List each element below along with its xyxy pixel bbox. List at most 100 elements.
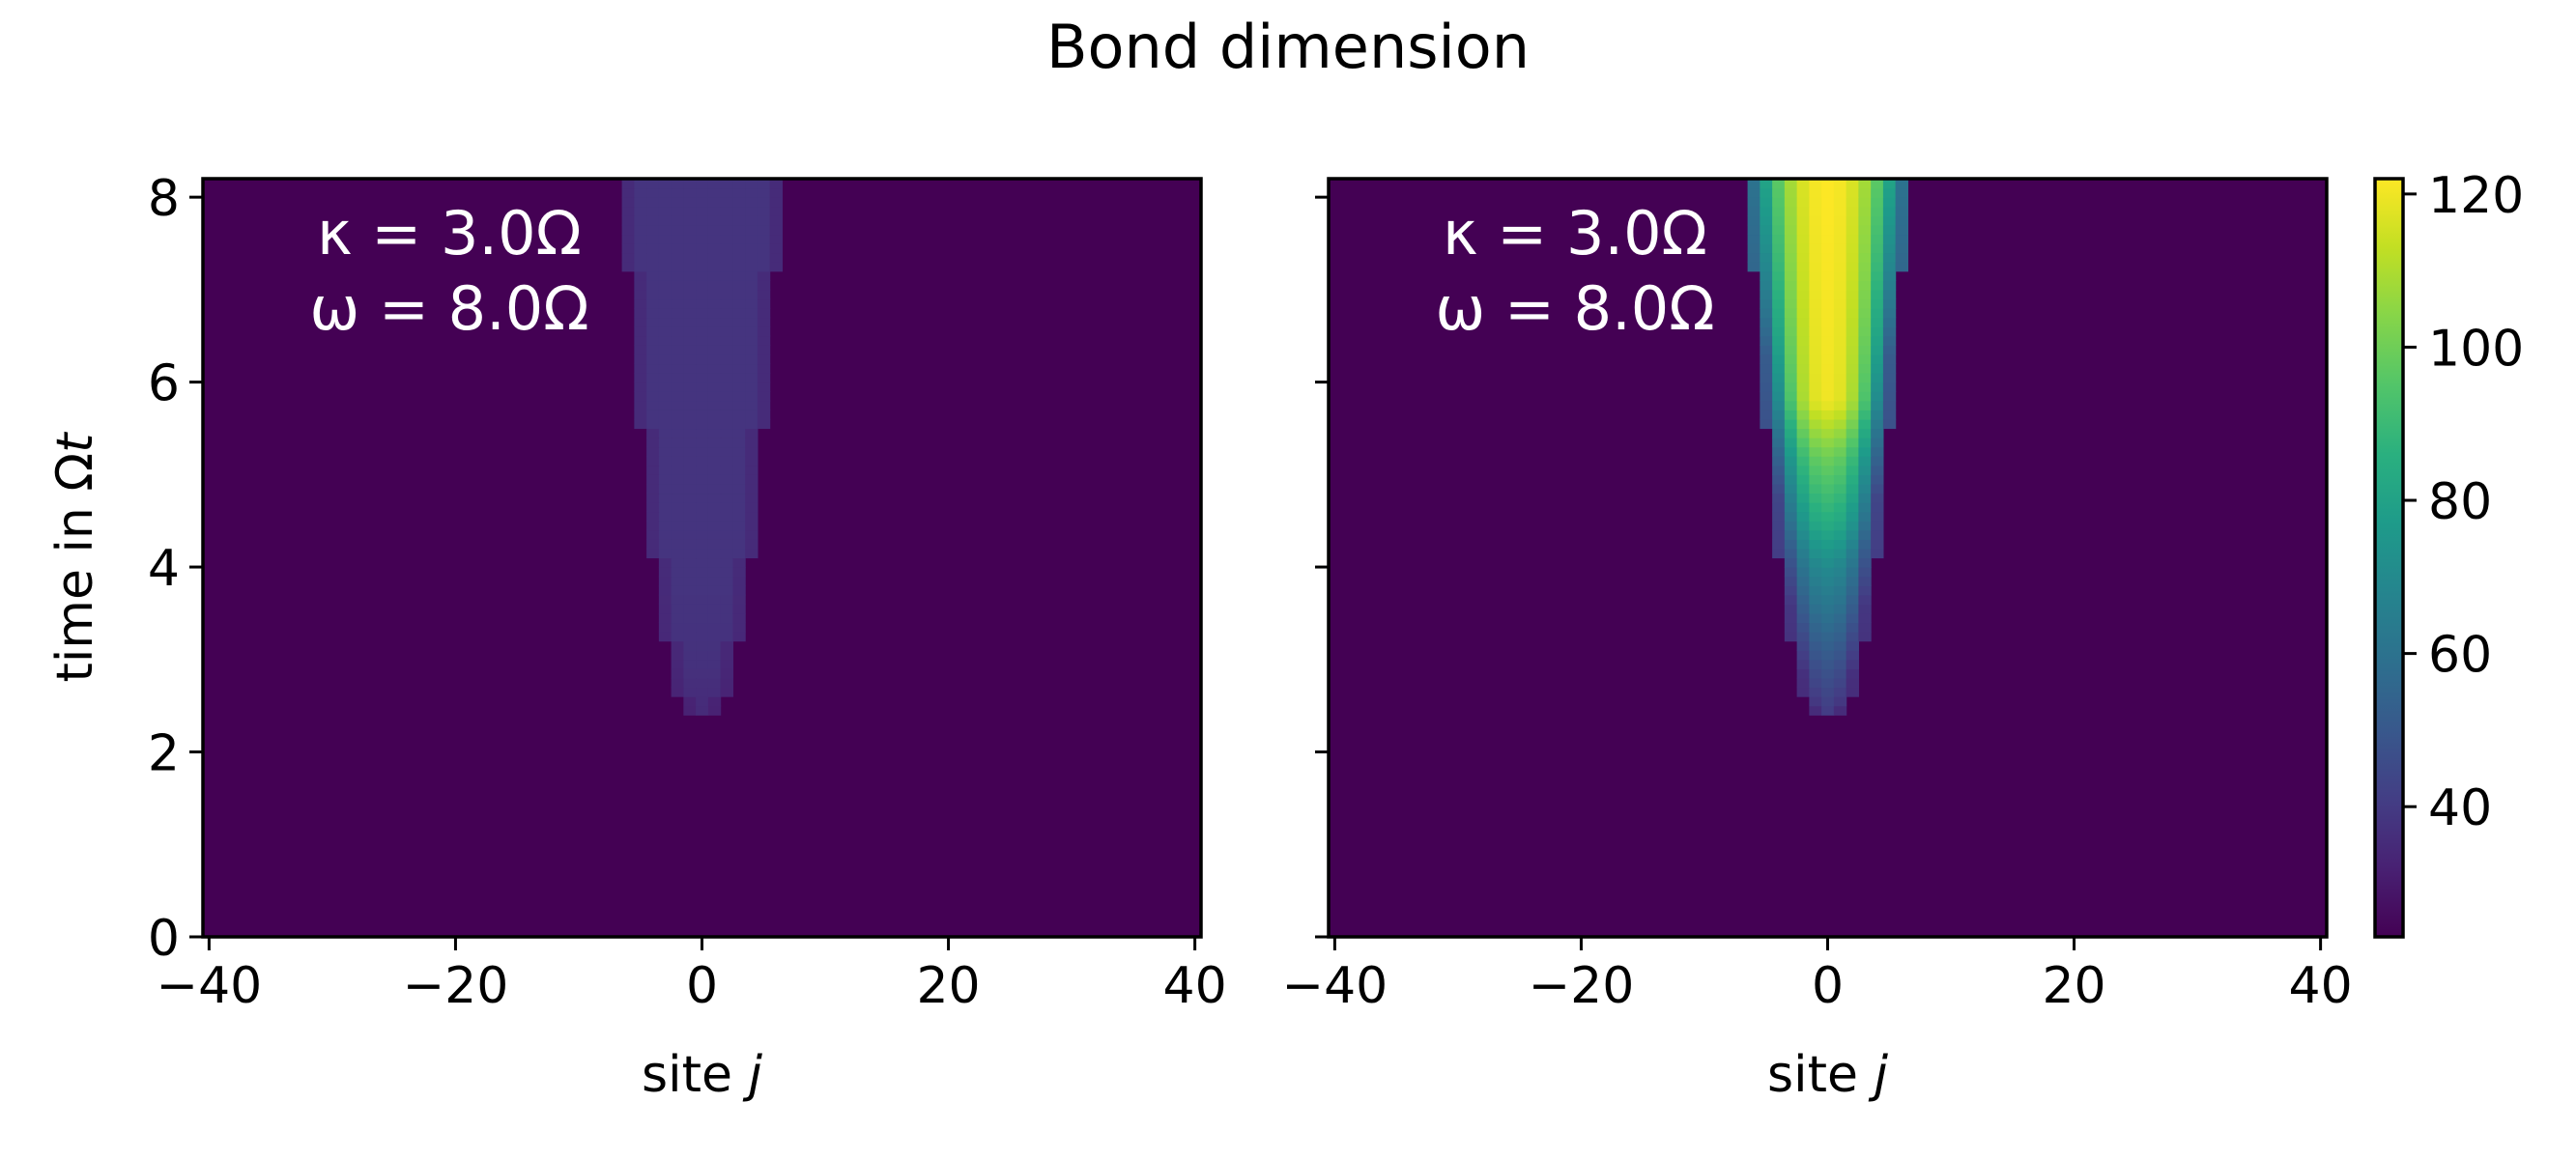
heatmap-cell <box>683 640 697 651</box>
heatmap-cell <box>1846 391 1859 402</box>
heatmap-cell <box>671 400 684 410</box>
heatmap-cell <box>1821 391 1835 402</box>
heatmap-cell <box>658 197 673 208</box>
heatmap-cell <box>1796 650 1810 661</box>
heatmap-cell <box>671 576 684 586</box>
heatmap-cell <box>732 428 746 438</box>
heatmap-cell <box>769 243 783 254</box>
heatmap-cell <box>646 428 660 438</box>
heatmap-cell <box>1809 446 1822 457</box>
heatmap-cell <box>1772 179 1786 189</box>
heatmap-cell <box>720 612 733 624</box>
heatmap-cell <box>658 428 673 438</box>
heatmap-cell <box>1858 521 1872 531</box>
heatmap-cell <box>1858 456 1872 466</box>
heatmap-cell <box>732 465 746 475</box>
heatmap-cell <box>683 483 697 495</box>
heatmap-cell <box>1871 493 1884 503</box>
heatmap-cell <box>1821 511 1835 522</box>
heatmap-cell <box>696 529 709 540</box>
heatmap-cell <box>732 298 746 309</box>
heatmap-cell <box>1760 289 1773 300</box>
y-tick-label: 4 <box>148 540 180 598</box>
heatmap-cell <box>1821 187 1835 198</box>
heatmap-cell <box>646 353 660 365</box>
heatmap-cell <box>683 353 697 365</box>
heatmap-cell <box>745 493 758 503</box>
heatmap-cell <box>634 234 647 244</box>
heatmap-cell <box>745 252 758 263</box>
heatmap-cell <box>1833 335 1847 346</box>
heatmap-cell <box>1784 270 1798 281</box>
heatmap-cell <box>720 687 733 697</box>
heatmap-cell <box>720 206 733 216</box>
heatmap-cell <box>1784 604 1798 614</box>
heatmap-cell <box>707 243 722 254</box>
heatmap-cell <box>696 187 709 198</box>
heatmap-cell <box>1846 353 1859 365</box>
heatmap-cell <box>1871 382 1884 392</box>
heatmap-cell <box>720 465 733 475</box>
heatmap-cell <box>732 262 746 272</box>
heatmap-cell <box>1772 280 1786 291</box>
heatmap-cell <box>1772 197 1786 208</box>
heatmap-cell <box>1846 567 1859 578</box>
heatmap-cell <box>1858 298 1872 309</box>
heatmap-cell <box>732 576 746 586</box>
heatmap-cell <box>1846 576 1859 586</box>
heatmap-cell <box>1796 215 1810 226</box>
heatmap-cell <box>658 511 673 522</box>
heatmap-cell <box>1833 270 1847 281</box>
heatmap-cell <box>1846 187 1859 198</box>
heatmap-cell <box>757 308 771 319</box>
heatmap-cell <box>683 493 697 503</box>
heatmap-cell <box>1772 326 1786 337</box>
heatmap-cell <box>696 465 709 475</box>
colorbar-tick-label: 100 <box>2428 320 2524 378</box>
heatmap-cell <box>671 326 684 337</box>
heatmap-cell <box>696 234 709 244</box>
heatmap-cell <box>1809 594 1822 605</box>
heatmap-cell <box>1796 280 1810 291</box>
heatmap-cell <box>1784 400 1798 410</box>
heatmap-cell <box>1871 483 1884 495</box>
heatmap-cell <box>1821 206 1835 216</box>
heatmap-cell <box>1833 206 1847 216</box>
heatmap-cell <box>646 548 660 559</box>
heatmap-cell <box>1833 640 1847 651</box>
heatmap-cell <box>707 529 722 540</box>
heatmap-cell <box>757 410 771 420</box>
heatmap-cell <box>1760 353 1773 365</box>
heatmap-cell <box>1846 298 1859 309</box>
heatmap-cell <box>1796 502 1810 513</box>
heatmap-cell <box>658 243 673 254</box>
heatmap-cell <box>683 224 697 236</box>
heatmap-cell <box>1821 317 1835 327</box>
heatmap-cell <box>1833 187 1847 198</box>
heatmap-cell <box>683 317 697 327</box>
heatmap-cell <box>1784 594 1798 605</box>
heatmap-cell <box>646 400 660 410</box>
heatmap-cell <box>1871 521 1884 531</box>
heatmap-cell <box>1760 418 1773 430</box>
heatmap-cell <box>1833 262 1847 272</box>
heatmap-cell <box>1821 438 1835 448</box>
heatmap-cell <box>1796 632 1810 642</box>
heatmap-cell <box>707 391 722 402</box>
heatmap-cell <box>1796 659 1810 669</box>
heatmap-cell <box>1784 373 1798 383</box>
heatmap-cell <box>1858 270 1872 281</box>
heatmap-cell <box>1796 456 1810 466</box>
heatmap-cell <box>1895 215 1908 226</box>
heatmap-cell <box>757 363 771 374</box>
heatmap-cell <box>1809 474 1822 485</box>
heatmap-cell <box>1833 659 1847 669</box>
heatmap-cell <box>1882 252 1897 263</box>
heatmap-cell <box>1833 289 1847 300</box>
heatmap-cell <box>720 363 733 374</box>
heatmap-cell <box>1858 391 1872 402</box>
heatmap-cell <box>658 317 673 327</box>
heatmap-cell <box>1784 428 1798 438</box>
heatmap-cell <box>1858 548 1872 559</box>
heatmap-cell <box>671 363 684 374</box>
